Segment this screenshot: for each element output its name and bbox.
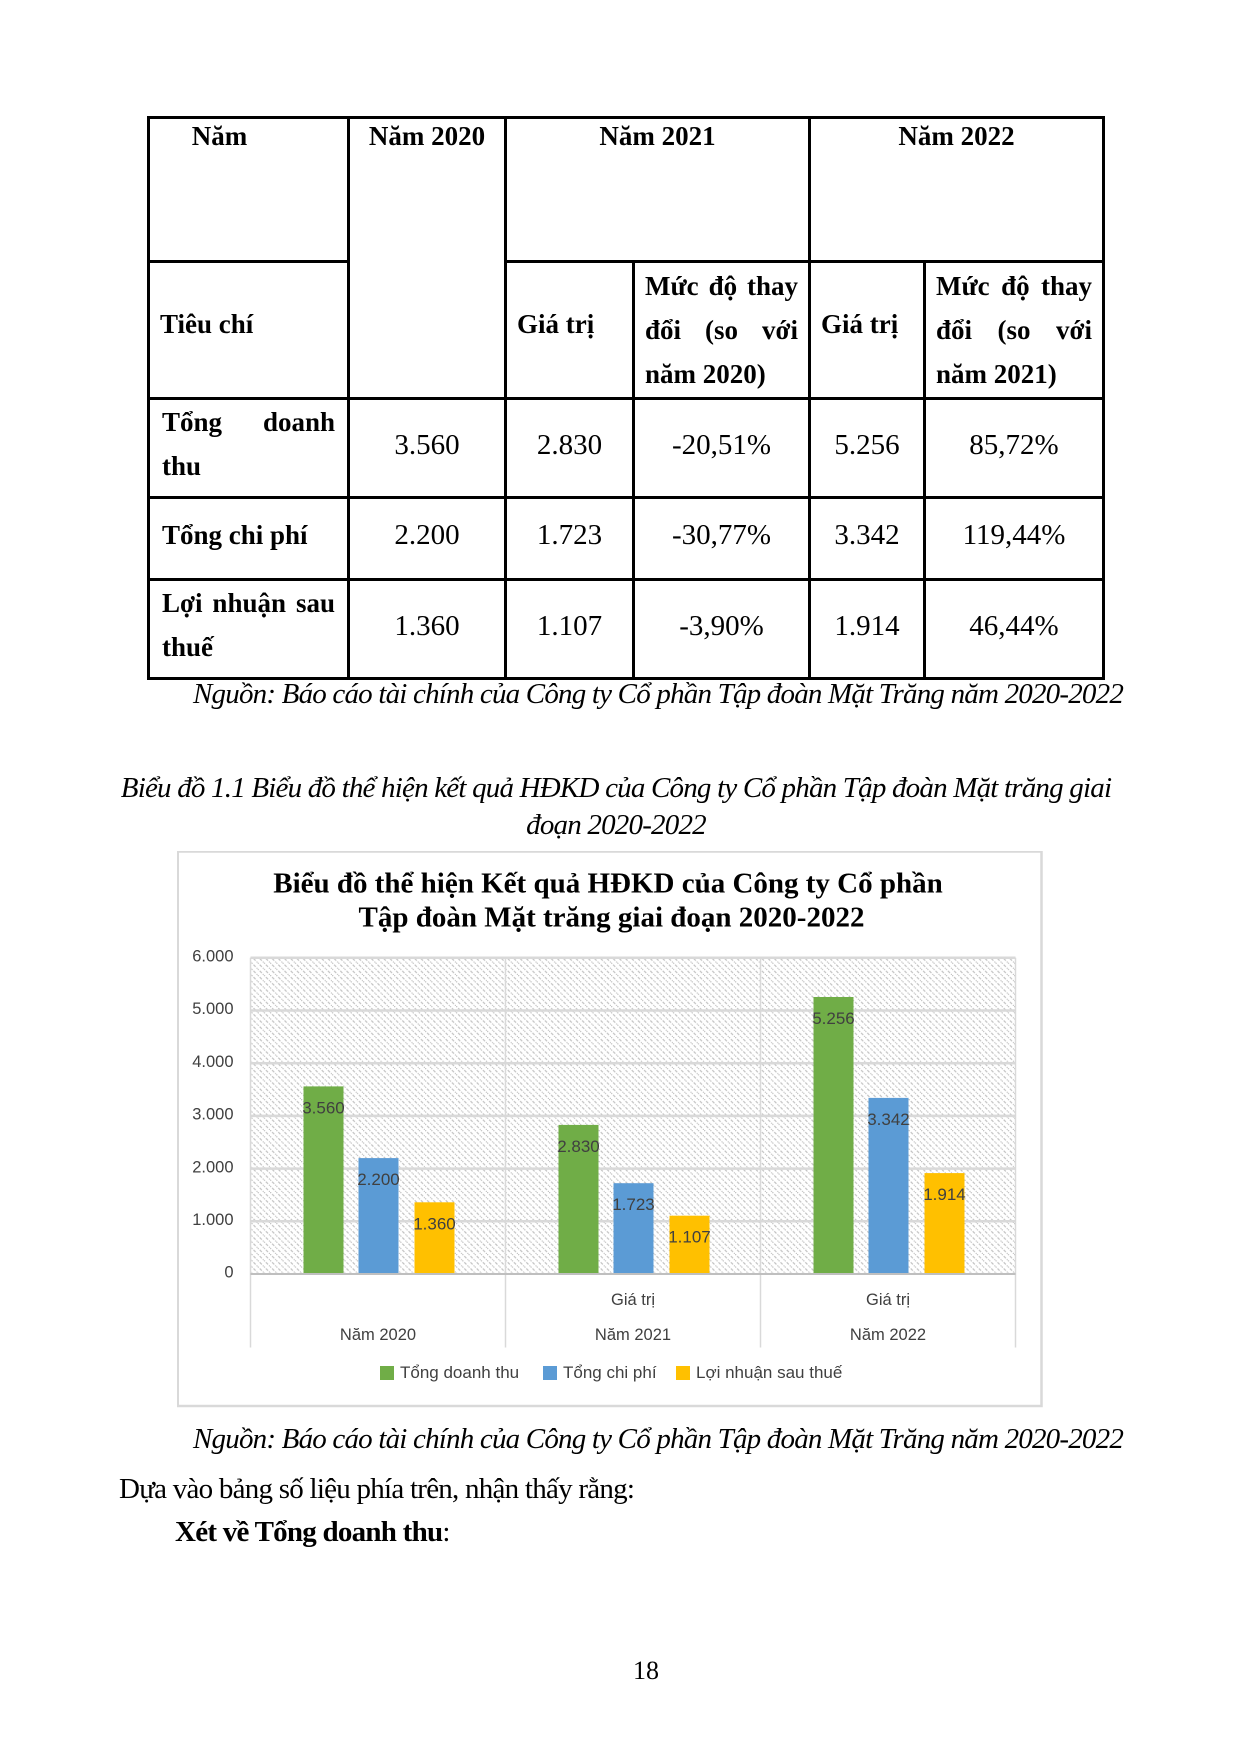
svg-text:0: 0 (224, 1264, 233, 1282)
svg-text:Tổng chi phí: Tổng chi phí (563, 1363, 657, 1382)
svg-text:Năm 2021: Năm 2021 (595, 1326, 671, 1344)
svg-text:Lợi nhuận sau thuế: Lợi nhuận sau thuế (696, 1363, 843, 1382)
svg-text:1.360: 1.360 (413, 1214, 456, 1233)
svg-text:6.000: 6.000 (192, 948, 233, 966)
svg-text:Giá trị: Giá trị (866, 1291, 910, 1309)
svg-text:3.000: 3.000 (192, 1106, 233, 1124)
svg-text:2.200: 2.200 (357, 1170, 400, 1189)
svg-text:2.000: 2.000 (192, 1158, 233, 1176)
svg-text:5.000: 5.000 (192, 1000, 233, 1018)
svg-text:2.830: 2.830 (557, 1137, 600, 1156)
svg-text:4.000: 4.000 (192, 1053, 233, 1071)
svg-text:Tổng doanh thu: Tổng doanh thu (400, 1363, 519, 1382)
svg-text:Năm 2022: Năm 2022 (850, 1326, 926, 1344)
svg-text:1.107: 1.107 (668, 1228, 711, 1247)
svg-text:3.342: 3.342 (867, 1110, 910, 1129)
svg-text:5.256: 5.256 (812, 1009, 855, 1028)
svg-text:Năm 2020: Năm 2020 (340, 1326, 416, 1344)
svg-text:1.914: 1.914 (923, 1185, 966, 1204)
svg-text:Biểu đồ thể hiện Kết quả HĐKD: Biểu đồ thể hiện Kết quả HĐKD của Công t… (273, 868, 943, 900)
svg-text:1.000: 1.000 (192, 1211, 233, 1229)
svg-text:Giá trị: Giá trị (611, 1291, 655, 1309)
svg-text:1.723: 1.723 (612, 1195, 655, 1214)
svg-text:3.560: 3.560 (302, 1098, 345, 1117)
svg-text:Tập đoàn Mặt trăng giai đoạn 2: Tập đoàn Mặt trăng giai đoạn 2020-2022 (359, 902, 865, 934)
